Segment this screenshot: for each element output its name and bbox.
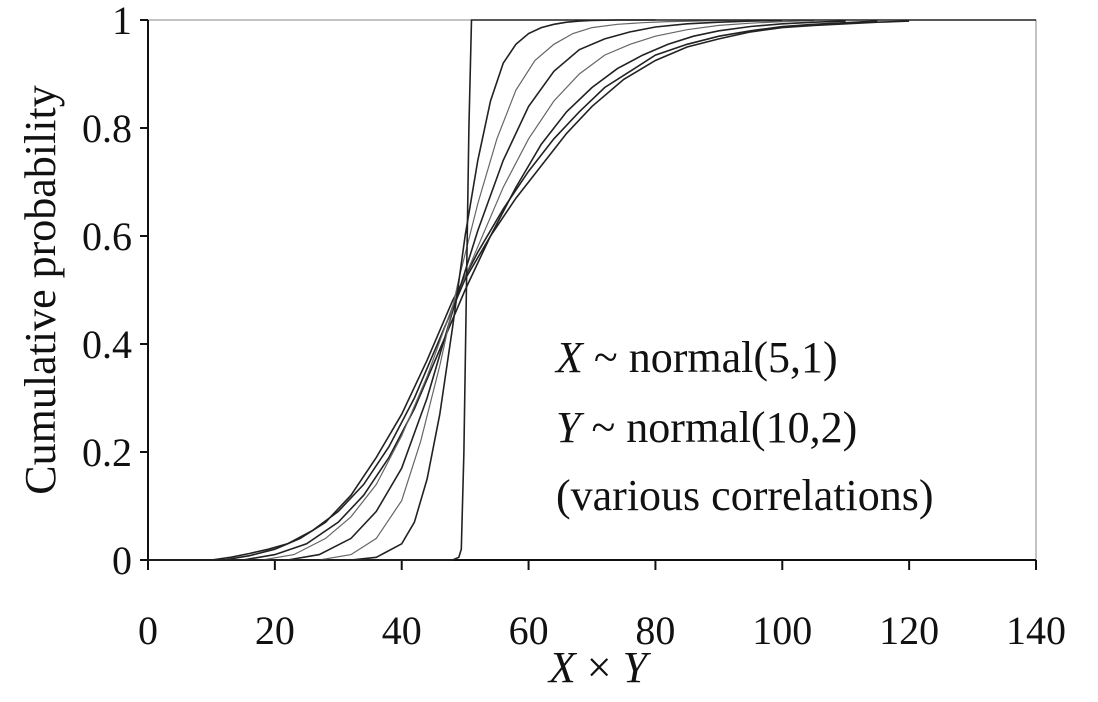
x-ticks: 0 20 40 60 80 100 120 140	[138, 560, 1066, 653]
x-tick-label: 0	[138, 608, 158, 653]
y-tick-label: 0.6	[82, 214, 132, 259]
x-tick-label: 100	[752, 608, 812, 653]
y-tick-label: 1	[112, 0, 132, 43]
cdf-line-1	[211, 20, 910, 561]
annotation-var-x: X	[554, 333, 585, 382]
annotation-line-3: (various correlations)	[556, 471, 934, 520]
x-axis-title-post: Y	[623, 643, 652, 692]
x-tick-label: 60	[509, 608, 549, 653]
y-ticks: 0 0.2 0.4 0.6 0.8 1	[82, 0, 148, 583]
cdf-line-2	[223, 20, 878, 561]
x-tick-label: 40	[382, 608, 422, 653]
annotation-line-2: Y ~ normal(10,2)	[556, 403, 857, 452]
x-axis-title-pre: X	[547, 643, 578, 692]
cdf-line-5	[287, 19, 783, 561]
series-group	[148, 19, 1036, 561]
annotation-text-2: ~ normal(10,2)	[580, 403, 857, 452]
x-axis-title: X × Y	[547, 643, 652, 692]
cdf-line-4	[262, 19, 815, 561]
annotation-line-1: X ~ normal(5,1)	[554, 333, 838, 382]
y-axis-title: Cumulative probability	[16, 85, 65, 494]
y-tick-label: 0.2	[82, 430, 132, 475]
cdf-line-3	[242, 20, 846, 561]
x-tick-label: 140	[1006, 608, 1066, 653]
cdf-line-8	[148, 19, 1036, 561]
x-tick-label: 120	[879, 608, 939, 653]
y-tick-label: 0.8	[82, 106, 132, 151]
x-axis-title-op: ×	[576, 643, 623, 692]
y-tick-label: 0.4	[82, 322, 132, 367]
cdf-line-7	[350, 19, 656, 561]
x-tick-label: 20	[255, 608, 295, 653]
annotation-text-1: ~ normal(5,1)	[583, 333, 838, 382]
x-tick-label: 80	[635, 608, 675, 653]
annotation-var-y: Y	[556, 403, 585, 452]
y-tick-label: 0	[112, 538, 132, 583]
cdf-line-6	[319, 19, 751, 561]
annotation: X ~ normal(5,1) Y ~ normal(10,2) (variou…	[554, 333, 934, 520]
